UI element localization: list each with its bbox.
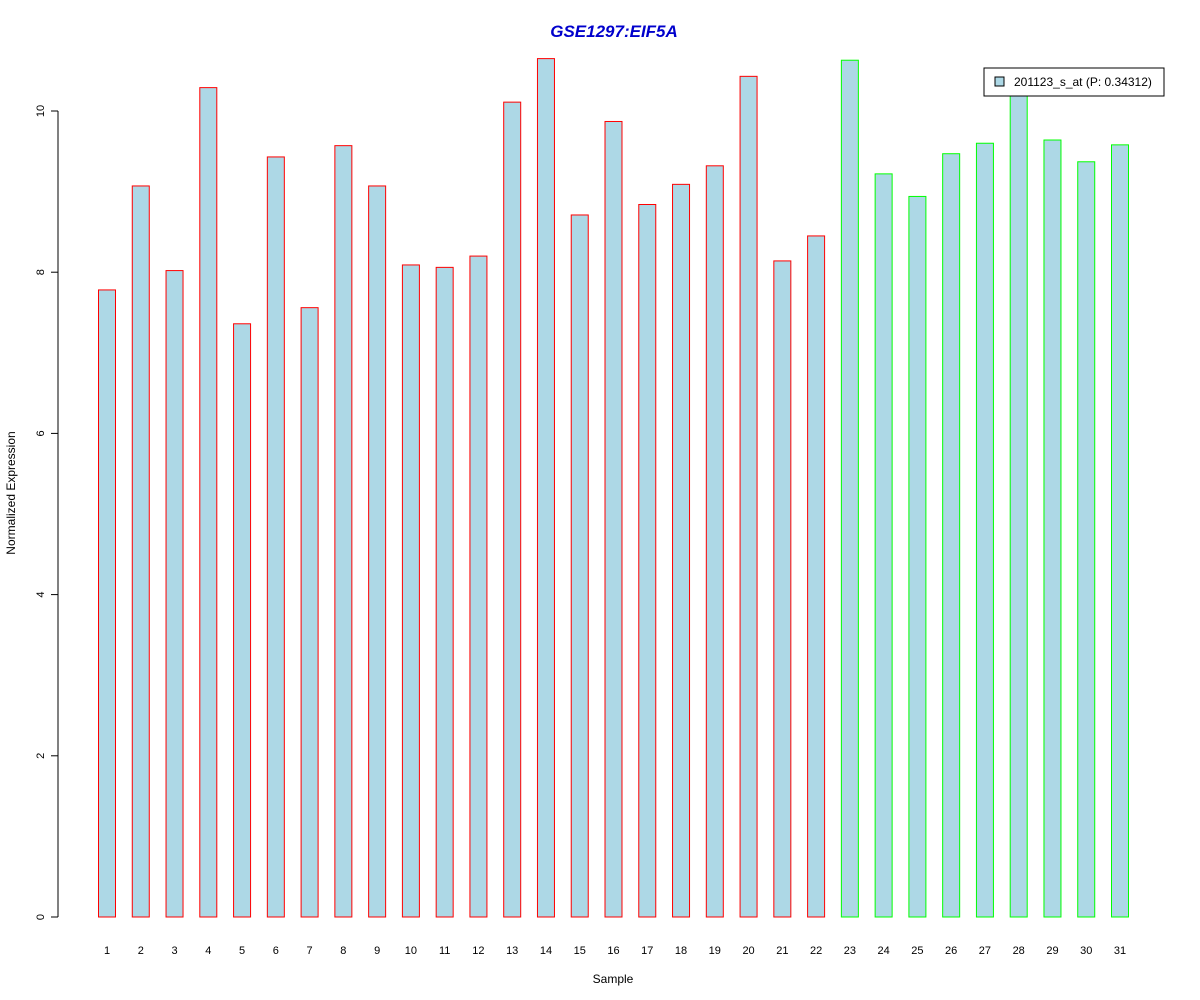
bar-sample-13: [503, 101, 522, 918]
y-tick-label: 6: [35, 430, 47, 436]
bars: [98, 58, 1129, 918]
y-axis: 0 2 4 6 8 10: [35, 105, 59, 920]
bar-sample-25: [908, 195, 927, 918]
x-tick-label: 26: [945, 945, 957, 957]
x-tick-label: 31: [1114, 945, 1126, 957]
x-tick-label: 8: [340, 945, 346, 957]
x-tick-label: 11: [439, 945, 450, 957]
legend-label: 201123_s_at (P: 0.34312): [1014, 75, 1152, 89]
x-tick-label: 5: [239, 945, 245, 957]
x-tick-label: 10: [405, 945, 417, 957]
bar-sample-29: [1043, 139, 1062, 918]
x-tick-label: 16: [607, 945, 619, 957]
x-axis-title: Sample: [593, 972, 634, 986]
x-tick-label: 6: [273, 945, 279, 957]
bar-sample-15: [570, 214, 589, 918]
y-tick-label: 2: [35, 753, 47, 759]
bar-sample-26: [942, 153, 961, 918]
x-tick-labels: 1 2 3 4 5 6 7 8 9 10 11 12 13 14 15 16 17 18 19 20 21 22 23 24 2…: [104, 945, 1126, 957]
chart-title: GSE1297:EIF5A: [550, 22, 678, 41]
x-tick-label: 1: [104, 945, 110, 957]
bar-sample-22: [807, 235, 826, 918]
x-tick-label: 29: [1046, 945, 1058, 957]
x-tick-label: 24: [878, 945, 890, 957]
bar-sample-21: [773, 260, 792, 918]
x-tick-label: 2: [138, 945, 144, 957]
bar-sample-8: [334, 145, 353, 918]
y-axis-title: Normalized Expression: [4, 431, 18, 554]
bar-sample-30: [1077, 161, 1096, 918]
bar-sample-18: [672, 183, 691, 918]
legend: 201123_s_at (P: 0.34312): [983, 67, 1165, 97]
bar-sample-27: [975, 142, 994, 918]
x-tick-label: 14: [540, 945, 552, 957]
bar-sample-6: [266, 156, 285, 918]
x-tick-label: 30: [1080, 945, 1092, 957]
bar-sample-2: [131, 185, 150, 918]
x-tick-label: 18: [675, 945, 687, 957]
x-tick-label: 4: [205, 945, 211, 957]
x-tick-label: 21: [776, 945, 788, 957]
bar-sample-10: [401, 264, 420, 918]
bar-sample-9: [368, 185, 387, 918]
bar-sample-7: [300, 307, 319, 918]
x-tick-label: 19: [709, 945, 721, 957]
x-tick-label: 22: [810, 945, 822, 957]
x-tick-label: 12: [472, 945, 484, 957]
bar-sample-11: [435, 266, 454, 918]
x-tick-label: 28: [1013, 945, 1025, 957]
y-tick-label: 0: [35, 914, 47, 920]
bar-sample-12: [469, 255, 488, 918]
x-tick-label: 7: [307, 945, 313, 957]
bar-sample-23: [840, 59, 859, 918]
legend-swatch: [994, 76, 1005, 87]
x-tick-label: 15: [574, 945, 586, 957]
x-tick-label: 23: [844, 945, 856, 957]
bar-sample-3: [165, 270, 184, 918]
x-tick-label: 27: [979, 945, 991, 957]
bar-sample-31: [1111, 144, 1129, 918]
bar-sample-19: [705, 165, 724, 918]
y-tick-label: 8: [35, 269, 47, 275]
bar-sample-24: [874, 173, 893, 918]
bar-sample-1: [98, 289, 116, 918]
bar-sample-16: [604, 120, 623, 918]
x-tick-label: 13: [506, 945, 518, 957]
y-tick-label: 10: [35, 105, 47, 117]
bar-sample-17: [638, 203, 657, 918]
x-tick-label: 9: [374, 945, 380, 957]
bar-sample-4: [199, 87, 218, 918]
x-tick-label: 17: [641, 945, 653, 957]
x-tick-label: 3: [171, 945, 177, 957]
x-tick-label: 25: [911, 945, 923, 957]
legend-box: [983, 67, 1165, 97]
bar-sample-20: [739, 75, 758, 918]
bar-sample-14: [536, 58, 555, 918]
bar-sample-5: [233, 323, 252, 918]
bar-sample-28: [1009, 82, 1028, 918]
x-tick-label: 20: [742, 945, 754, 957]
y-tick-label: 4: [35, 592, 47, 598]
